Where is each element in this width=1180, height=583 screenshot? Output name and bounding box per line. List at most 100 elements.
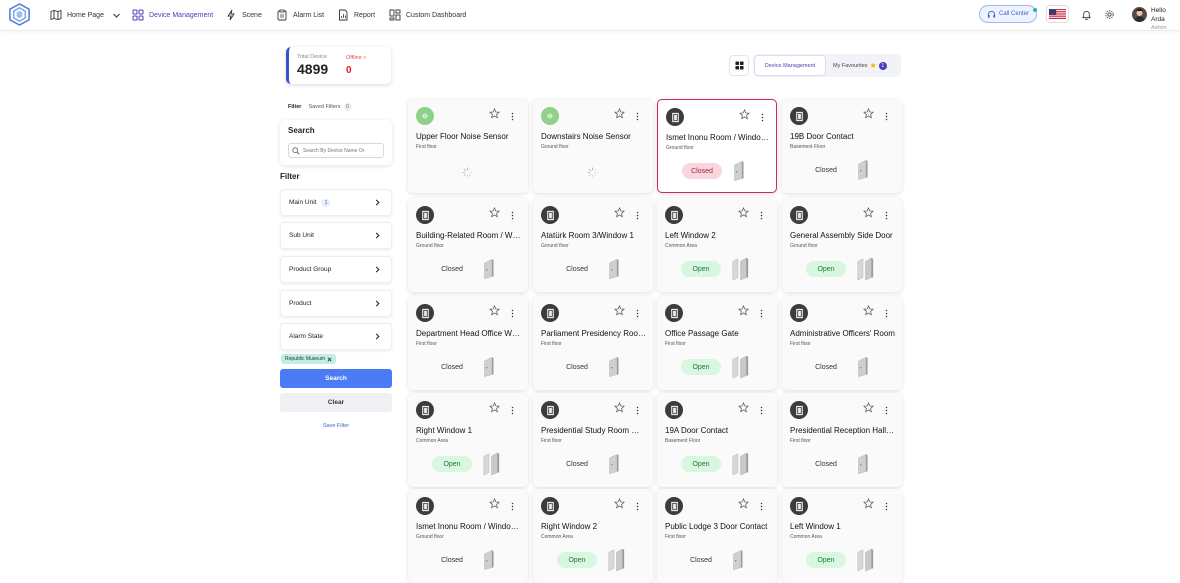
more-options-icon[interactable] — [885, 207, 888, 225]
more-options-icon[interactable] — [885, 305, 888, 323]
tab-filter[interactable]: Filter — [288, 104, 302, 110]
favourite-star-icon[interactable] — [738, 496, 749, 514]
more-options-icon[interactable] — [885, 108, 888, 126]
offline-label[interactable]: Offline ▿ — [346, 55, 367, 61]
favourite-star-icon[interactable] — [863, 496, 874, 514]
favourite-star-icon[interactable] — [614, 496, 625, 514]
notifications-button[interactable] — [1078, 6, 1095, 23]
device-card[interactable]: Left Window 2 Common Area Open — [657, 198, 777, 292]
favourite-star-icon[interactable] — [738, 205, 749, 223]
favourite-star-icon[interactable] — [489, 496, 500, 514]
nav-report[interactable]: Report — [337, 0, 375, 30]
device-card[interactable]: Ismet Inonu Room / Window 1 Ground floor… — [657, 99, 777, 193]
tab-saved-filters[interactable]: Saved Filters 0 — [308, 103, 352, 111]
favourite-star-icon[interactable] — [739, 107, 750, 125]
favourite-star-icon[interactable] — [738, 400, 749, 418]
more-options-icon[interactable] — [760, 498, 763, 516]
device-location: Common Area — [541, 534, 573, 540]
more-options-icon[interactable] — [511, 498, 514, 516]
filter-main-unit[interactable]: Main Unit 1 — [280, 189, 392, 216]
favourite-star-icon[interactable] — [489, 400, 500, 418]
more-options-icon[interactable] — [636, 207, 639, 225]
device-card[interactable]: General Assembly Side Door Ground floor … — [782, 198, 902, 292]
filter-alarm-state[interactable]: Alarm State — [280, 323, 392, 350]
clear-button[interactable]: Clear — [280, 393, 392, 412]
more-options-icon[interactable] — [636, 305, 639, 323]
close-icon[interactable] — [327, 357, 332, 362]
more-options-icon[interactable] — [885, 402, 888, 420]
device-card[interactable]: Presidential Study Room Window First flo… — [533, 393, 653, 487]
more-options-icon[interactable] — [760, 305, 763, 323]
favourite-star-icon[interactable] — [489, 106, 500, 124]
grid-view-icon — [734, 61, 744, 70]
search-field[interactable] — [288, 143, 384, 158]
nav-scene[interactable]: Scene — [225, 0, 262, 30]
favourite-star-icon[interactable] — [614, 205, 625, 223]
favourite-star-icon[interactable] — [614, 400, 625, 418]
device-card[interactable]: Downstairs Noise Sensor Ground floor — [533, 99, 653, 193]
filter-sub-unit[interactable]: Sub Unit — [280, 222, 392, 249]
status-badge: Open — [557, 552, 597, 568]
favourite-star-icon[interactable] — [614, 303, 625, 321]
device-card[interactable]: Upper Floor Noise Sensor First floor — [408, 99, 528, 193]
search-input[interactable] — [303, 147, 383, 154]
tab-my-favourites[interactable]: My Favourites ★ 1 — [833, 55, 887, 76]
grid-view-toggle[interactable] — [729, 55, 749, 76]
more-options-icon[interactable] — [885, 498, 888, 516]
filter-product[interactable]: Product — [280, 290, 392, 317]
more-options-icon[interactable] — [511, 108, 514, 126]
device-card[interactable]: Building-Related Room / Window Ground fl… — [408, 198, 528, 292]
nav-home-page[interactable]: Home Page — [50, 0, 121, 30]
device-title: Right Window 2 — [541, 522, 598, 531]
device-card[interactable]: 19A Door Contact Basement Floor Open — [657, 393, 777, 487]
more-options-icon[interactable] — [511, 207, 514, 225]
favourite-star-icon[interactable] — [614, 106, 625, 124]
settings-button[interactable] — [1101, 6, 1118, 23]
device-card[interactable]: Department Head Office Window First floo… — [408, 296, 528, 390]
call-center-button[interactable]: Call Center — [979, 5, 1037, 23]
more-options-icon[interactable] — [760, 207, 763, 225]
nav-device-management[interactable]: Device Management — [132, 0, 213, 30]
more-options-icon[interactable] — [511, 305, 514, 323]
favourite-star-icon[interactable] — [863, 400, 874, 418]
favourite-star-icon[interactable] — [738, 303, 749, 321]
more-options-icon[interactable] — [636, 402, 639, 420]
more-options-icon[interactable] — [636, 498, 639, 516]
more-options-icon[interactable] — [761, 109, 764, 127]
app-logo-icon[interactable] — [8, 3, 31, 26]
device-card[interactable]: Office Passage Gate First floor Open — [657, 296, 777, 390]
device-card[interactable]: Atatürk Room 3/Window 1 Ground floor Clo… — [533, 198, 653, 292]
filter-product-group[interactable]: Product Group — [280, 256, 392, 283]
device-card[interactable]: Parliament Presidency Room Window First … — [533, 296, 653, 390]
headset-icon — [987, 10, 996, 18]
more-options-icon[interactable] — [636, 108, 639, 126]
device-card[interactable]: Left Window 1 Common Area Open — [782, 489, 902, 583]
door-open-icon — [732, 256, 749, 287]
user-info[interactable]: Hello Arda Admin — [1151, 6, 1180, 33]
device-card[interactable]: Right Window 2 Common Area Open — [533, 489, 653, 583]
favourite-star-icon[interactable] — [489, 303, 500, 321]
favourite-star-icon[interactable] — [489, 205, 500, 223]
chevron-down-icon[interactable] — [112, 11, 121, 20]
device-card[interactable]: Public Lodge 3 Door Contact First floor … — [657, 489, 777, 583]
device-card[interactable]: Right Window 1 Common Area Open — [408, 393, 528, 487]
device-card[interactable]: 19B Door Contact Basement Floor Closed — [782, 99, 902, 193]
language-selector[interactable] — [1046, 5, 1069, 23]
device-card[interactable]: Presidential Reception Hall Window First… — [782, 393, 902, 487]
nav-custom-dashboard[interactable]: Custom Dashboard — [389, 0, 466, 30]
device-title: Office Passage Gate — [665, 329, 739, 338]
tab-device-management[interactable]: Device Management — [754, 55, 826, 76]
device-card[interactable]: Ismet Inonu Room / Window 2 Ground floor… — [408, 489, 528, 583]
more-options-icon[interactable] — [760, 402, 763, 420]
favourite-star-icon[interactable] — [863, 303, 874, 321]
nav-label: Device Management — [149, 11, 214, 19]
status-badge: Closed — [815, 363, 837, 371]
favourite-star-icon[interactable] — [863, 106, 874, 124]
device-card[interactable]: Administrative Officers' Room First floo… — [782, 296, 902, 390]
save-filter-link[interactable]: Save Filter — [322, 423, 350, 429]
search-button[interactable]: Search — [280, 369, 392, 388]
favourite-star-icon[interactable] — [863, 205, 874, 223]
avatar[interactable] — [1132, 7, 1147, 22]
more-options-icon[interactable] — [511, 402, 514, 420]
nav-alarm-list[interactable]: Alarm List — [276, 0, 324, 30]
